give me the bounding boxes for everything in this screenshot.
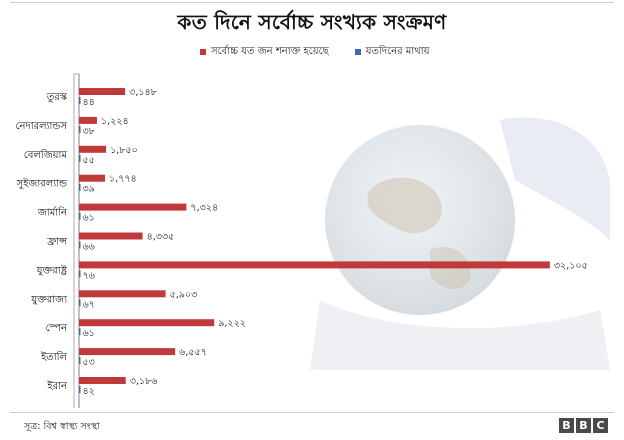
bar-cases [79, 232, 143, 240]
source-note: সূত্র: বিশ্ব স্বাস্থ্য সংস্থা [24, 421, 100, 432]
legend-swatch-cases [200, 49, 206, 55]
legend-label-cases: সর্বোচ্চ যত জন শনাক্ত হয়েছে [211, 45, 329, 57]
category-label: জার্মানি [37, 207, 68, 219]
data-label-days: ৩৮ [83, 126, 96, 137]
bar-days [79, 183, 81, 191]
category-label: বেলজিয়াম [24, 149, 68, 161]
category-label: স্পেন [46, 323, 69, 334]
data-label-cases: ১,৭৭৪ [109, 174, 137, 185]
category-label: যুক্তরাজ্য [30, 294, 68, 305]
data-label-cases: ৬,৫৫৭ [179, 347, 207, 358]
bar-days [79, 357, 81, 365]
bbc-logo-letter: B [576, 418, 591, 433]
category-label: তুরস্ক [46, 92, 68, 103]
bar-cases [79, 203, 187, 211]
bbc-logo: B B C [559, 418, 608, 433]
legend-swatch-days [354, 49, 361, 55]
bar-days [79, 241, 81, 249]
data-label-cases: ৩,১৮৬ [130, 376, 159, 387]
bbc-logo-letter: C [593, 418, 608, 433]
bar-days [79, 299, 81, 307]
chart-title: কত দিনে সর্বোচ্চ সংখ্যক সংক্রমণ [177, 10, 447, 34]
bar-days [79, 125, 81, 133]
data-label-days: ৩৯ [83, 184, 95, 195]
bar-cases [79, 290, 166, 298]
bar-cases [79, 145, 107, 153]
bar-days [79, 270, 81, 278]
category-label: ইতালি [40, 351, 67, 363]
bar-days [79, 386, 81, 393]
bar-days [79, 212, 81, 220]
data-label-cases: ৫,৯০৩ [170, 289, 199, 300]
data-label-cases: ৯,২২২ [218, 318, 246, 329]
data-label-cases: ৩,১৪৮ [129, 87, 158, 98]
chart-legend: সর্বোচ্চ যত জন শনাক্ত হয়েছে যতদিনের মাথ… [200, 44, 456, 60]
category-label: যুক্তরাষ্ট্র [36, 264, 68, 276]
legend-item-days: যতদিনের মাথায় [354, 44, 430, 61]
top-rule [10, 2, 614, 3]
data-label-days: ৭৬ [83, 270, 96, 281]
data-label-cases: ৩২,১০৫ [554, 260, 588, 271]
category-label: সুইজারল্যান্ড [16, 178, 68, 190]
data-label-days: ৬১ [83, 213, 95, 224]
category-label: নেদারল্যান্ডস [15, 121, 67, 132]
bar-cases [79, 377, 126, 384]
bar-days [79, 154, 81, 162]
data-label-cases: ১,৮৫০ [110, 145, 138, 156]
footer-rule [10, 412, 614, 413]
bar-days [79, 97, 81, 104]
bar-cases [79, 319, 215, 327]
data-label-days: ৬১ [83, 328, 95, 339]
category-label: ফ্রান্স [46, 237, 67, 248]
bar-cases [79, 88, 126, 95]
data-label-days: ৫৫ [83, 155, 95, 166]
bar-days [79, 328, 81, 336]
data-label-days: ৫৩ [83, 357, 96, 368]
bar-cases [79, 348, 176, 356]
data-label-days: ৪২ [83, 386, 95, 397]
data-label-days: ৪৪ [83, 97, 95, 108]
bar-chart: তুরস্ক ৩,১৪৮ ৪৪ নেদারল্যান্ডস ১,২২৪ ৩৮ বেলজিয়… [15, 73, 588, 408]
data-label-cases: ৪,৩৩৫ [147, 232, 175, 243]
data-label-cases: ১,২২৪ [101, 116, 129, 127]
bar-cases [79, 174, 106, 182]
data-label-cases: ৭,৩২৪ [190, 203, 218, 214]
data-label-days: ৬৭ [83, 299, 95, 310]
data-label-days: ৬৬ [83, 242, 96, 253]
bar-cases [79, 261, 550, 269]
bar-cases [79, 116, 97, 124]
legend-item-cases: সর্বোচ্চ যত জন শনাক্ত হয়েছে [200, 44, 329, 61]
legend-label-days: যতদিনের মাথায় [365, 45, 430, 57]
bbc-logo-letter: B [559, 418, 574, 433]
y-axis-band [73, 73, 80, 408]
category-label: ইরান [46, 380, 68, 392]
